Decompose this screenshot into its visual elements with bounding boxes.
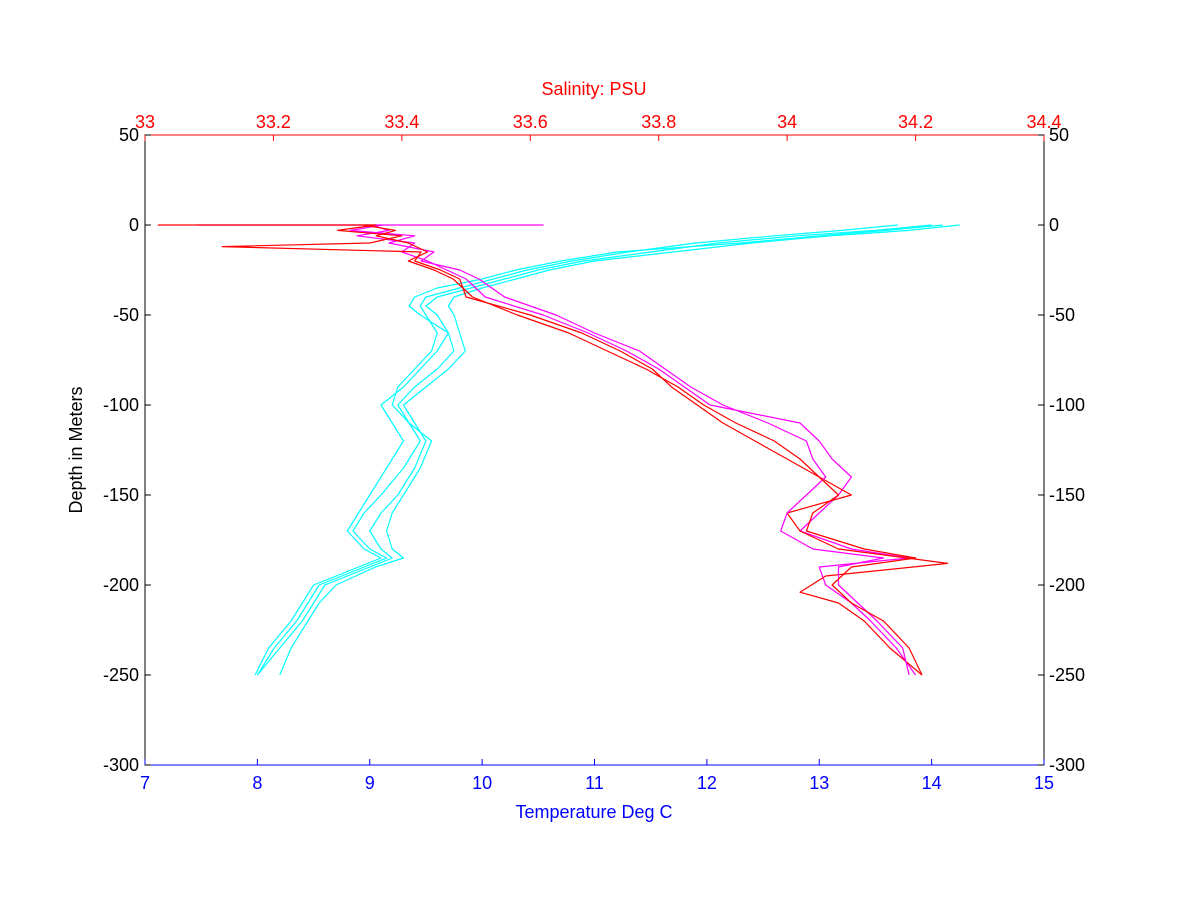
top-axis-label: Salinity: PSU — [541, 79, 646, 99]
temperature-profile-line — [256, 224, 943, 676]
y-tick-label-right: -300 — [1049, 755, 1085, 775]
top-tick-label: 33 — [135, 112, 155, 132]
x-axis-label: Temperature Deg C — [515, 802, 672, 822]
y-tick-label: -150 — [103, 485, 139, 505]
profile-lines — [157, 224, 960, 676]
x-tick-label: 11 — [585, 773, 604, 793]
x-tick-label: 10 — [472, 773, 492, 793]
salinity-profile-line — [196, 224, 917, 676]
salinity-profile-line — [157, 224, 949, 676]
y-tick-label: -250 — [103, 665, 139, 685]
y-tick-label: 0 — [129, 215, 139, 235]
x-tick-label: 15 — [1034, 773, 1054, 793]
y-tick-label: 50 — [119, 125, 139, 145]
y-tick-label-right: -150 — [1049, 485, 1085, 505]
x-tick-label: 9 — [365, 773, 375, 793]
top-tick-label: 33.4 — [384, 112, 419, 132]
y-axis-label: Depth in Meters — [66, 386, 86, 513]
y-tick-label: -50 — [113, 305, 139, 325]
top-tick-label: 33.2 — [256, 112, 291, 132]
x-tick-label: 8 — [252, 773, 262, 793]
salinity-profile-line — [363, 224, 923, 676]
temperature-profile-line — [254, 224, 932, 676]
y-tick-label: -200 — [103, 575, 139, 595]
temperature-profile-line — [256, 224, 960, 676]
axis-ticks: 7 8 9 10 11 12 13 14 15 33 33.2 33.4 33.6 33.8 34 34.2 3… — [103, 112, 1085, 793]
x-tick-label: 14 — [922, 773, 942, 793]
y-tick-label-right: -250 — [1049, 665, 1085, 685]
top-tick-label: 33.6 — [513, 112, 548, 132]
y-tick-label-right: -200 — [1049, 575, 1085, 595]
top-tick-label: 34 — [777, 112, 797, 132]
y-tick-label-right: -100 — [1049, 395, 1085, 415]
salinity-profile-line — [349, 224, 910, 676]
top-tick-label: 34.2 — [898, 112, 933, 132]
x-tick-label: 13 — [809, 773, 829, 793]
y-tick-label: -100 — [103, 395, 139, 415]
y-tick-label-right: 0 — [1049, 215, 1059, 235]
x-tick-label: 12 — [697, 773, 717, 793]
top-tick-label: 34.4 — [1026, 112, 1061, 132]
y-tick-label-right: -50 — [1049, 305, 1075, 325]
temperature-profile-line — [279, 224, 898, 676]
y-tick-label-right: 50 — [1049, 125, 1069, 145]
y-tick-label: -300 — [103, 755, 139, 775]
top-tick-label: 33.8 — [641, 112, 676, 132]
x-tick-label: 7 — [140, 773, 150, 793]
